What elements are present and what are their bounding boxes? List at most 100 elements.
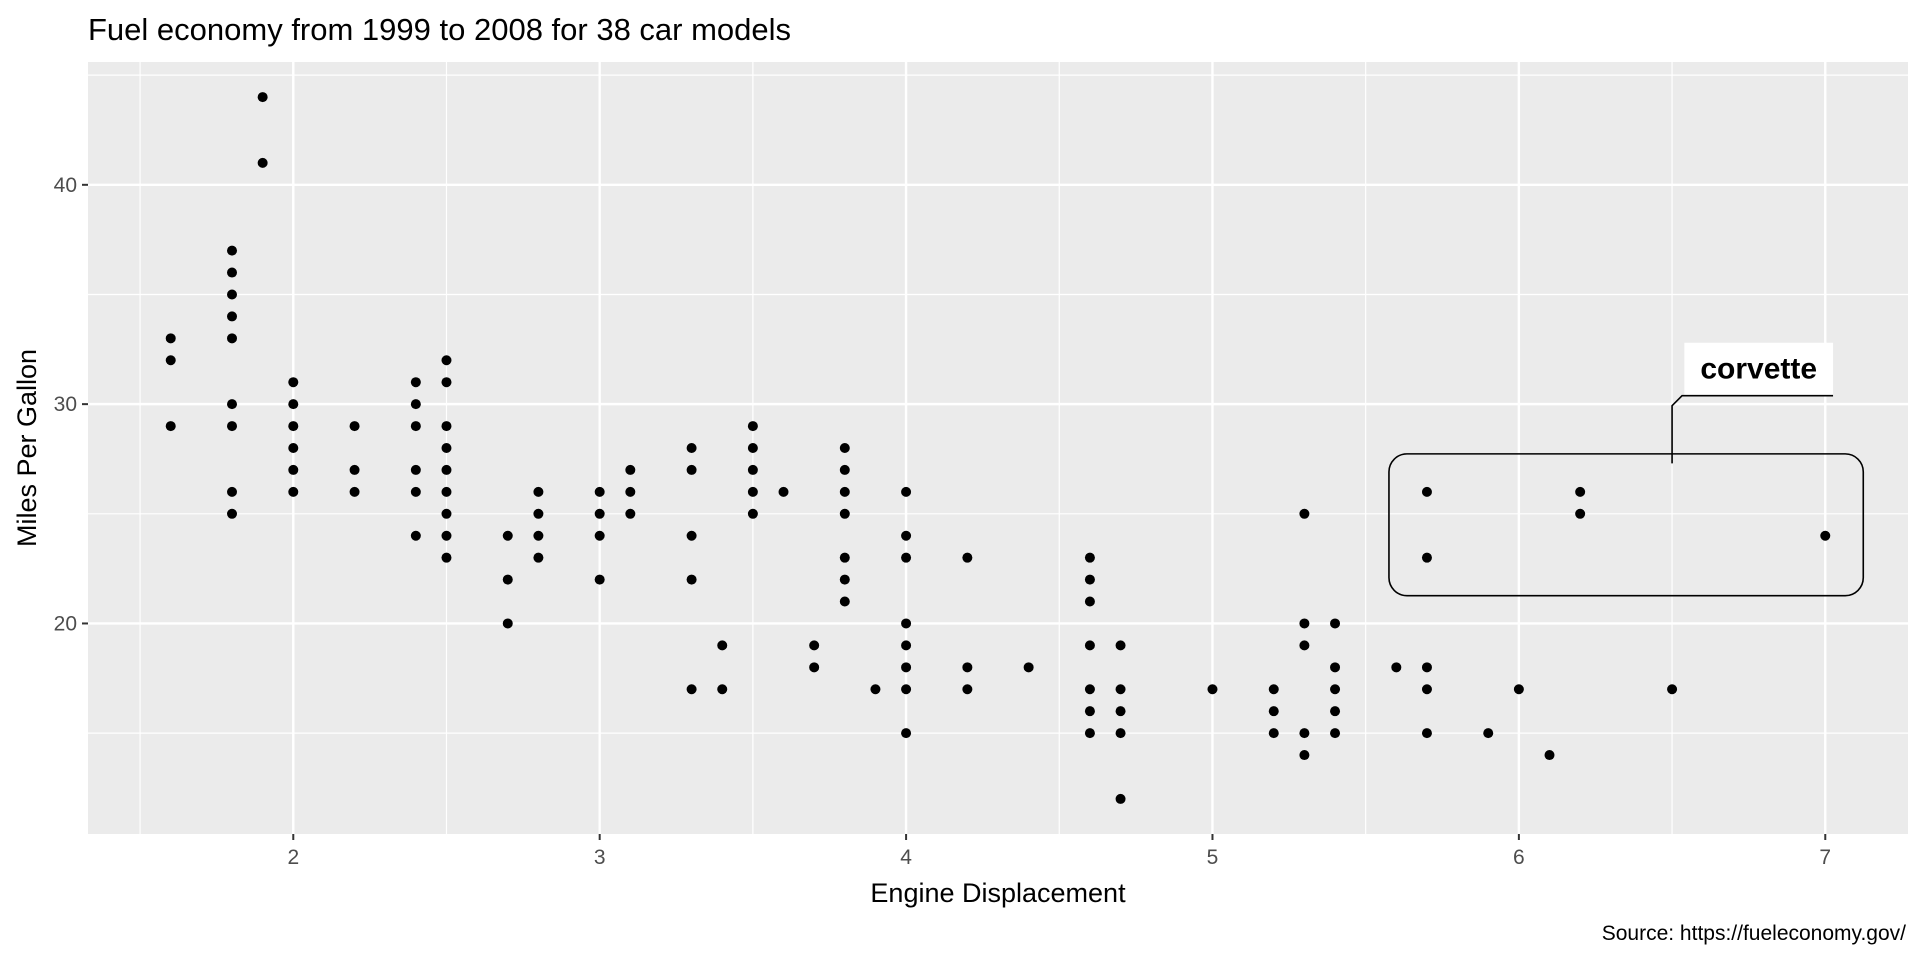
data-point — [1084, 728, 1095, 739]
data-point — [441, 464, 452, 475]
x-tick-label: 2 — [287, 846, 299, 869]
data-point — [257, 92, 268, 103]
data-point — [962, 552, 973, 563]
data-point — [717, 684, 728, 695]
data-point — [747, 421, 758, 432]
x-tick-label: 7 — [1819, 846, 1831, 869]
data-point — [839, 596, 850, 607]
data-point — [288, 464, 299, 475]
data-point — [1115, 684, 1126, 695]
data-point — [962, 684, 973, 695]
data-point — [686, 530, 697, 541]
data-point — [625, 508, 636, 519]
data-point — [1330, 706, 1341, 717]
data-point — [686, 574, 697, 585]
data-point — [1207, 684, 1218, 695]
data-point — [1421, 684, 1432, 695]
data-point — [410, 464, 421, 475]
data-point — [1421, 486, 1432, 497]
data-point — [1268, 684, 1279, 695]
data-point — [227, 333, 238, 344]
data-point — [533, 508, 544, 519]
data-point — [410, 377, 421, 388]
data-point — [288, 443, 299, 453]
data-point — [349, 421, 360, 432]
data-point — [901, 662, 912, 673]
data-point — [288, 377, 299, 388]
data-point — [809, 640, 820, 651]
data-point — [288, 486, 299, 497]
data-point — [1299, 728, 1310, 739]
data-point — [1084, 596, 1095, 607]
data-point — [901, 530, 912, 541]
data-point — [165, 333, 176, 344]
data-point — [778, 486, 789, 497]
data-point — [1330, 684, 1341, 695]
data-point — [1330, 728, 1341, 739]
x-tick-label: 3 — [594, 846, 606, 869]
annotation-connector — [1671, 394, 1834, 464]
data-point — [1268, 728, 1279, 739]
data-point — [227, 486, 238, 497]
data-point — [1483, 728, 1494, 739]
y-tick-label: 30 — [54, 393, 77, 416]
data-point — [1421, 552, 1432, 563]
data-point — [410, 530, 421, 541]
data-point — [410, 486, 421, 497]
annotation-label: corvette — [1700, 353, 1817, 386]
chart-caption: Source: https://fueleconomy.gov/ — [1602, 922, 1906, 945]
grid-lines — [88, 62, 1908, 834]
data-point — [349, 464, 360, 475]
data-point — [1820, 530, 1831, 541]
data-point — [410, 421, 421, 432]
data-point — [594, 530, 605, 541]
data-point — [1575, 508, 1586, 519]
data-point — [1084, 574, 1095, 585]
data-point — [441, 508, 452, 519]
data-point — [962, 662, 973, 673]
data-point — [901, 728, 912, 739]
data-point — [502, 530, 513, 541]
data-point — [1299, 640, 1310, 651]
data-point — [533, 530, 544, 541]
data-point — [594, 508, 605, 519]
plot-panel — [88, 62, 1908, 834]
y-tick-label: 20 — [54, 612, 77, 635]
data-point — [288, 399, 299, 410]
data-point — [686, 443, 697, 453]
data-point — [594, 486, 605, 497]
data-point — [625, 486, 636, 497]
data-point — [1115, 728, 1126, 739]
data-point — [839, 464, 850, 475]
data-point — [227, 421, 238, 432]
data-point — [1575, 486, 1586, 497]
data-point — [901, 552, 912, 563]
data-point — [1115, 706, 1126, 717]
data-point — [533, 486, 544, 497]
data-point — [717, 640, 728, 651]
data-point — [901, 618, 912, 629]
data-point — [165, 421, 176, 432]
data-point — [1391, 662, 1402, 673]
data-point — [686, 464, 697, 475]
data-point — [441, 552, 452, 563]
data-point — [1667, 684, 1678, 695]
data-point — [441, 377, 452, 388]
data-point — [1421, 728, 1432, 739]
data-point — [1084, 552, 1095, 563]
data-point — [839, 508, 850, 519]
data-point — [625, 464, 636, 475]
data-point — [441, 421, 452, 432]
annotation-label-background — [1684, 342, 1834, 396]
data-point — [1023, 662, 1034, 673]
data-point — [901, 486, 912, 497]
data-point — [1299, 618, 1310, 629]
data-point — [686, 684, 697, 695]
data-point — [1084, 640, 1095, 651]
data-point — [1513, 684, 1524, 695]
data-point — [441, 486, 452, 497]
y-tick-label: 40 — [54, 174, 77, 197]
data-point — [1421, 662, 1432, 673]
data-point — [227, 245, 238, 256]
